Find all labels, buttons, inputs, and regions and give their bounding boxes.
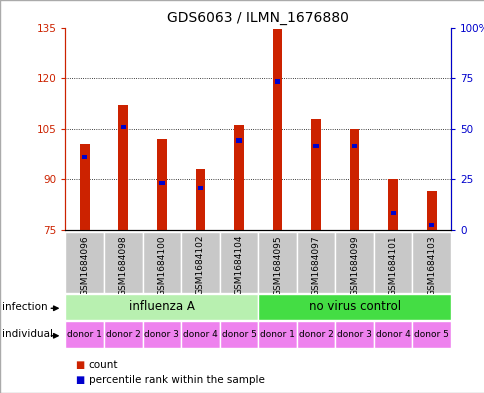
Text: donor 2: donor 2 [106,330,140,339]
Bar [236,138,241,143]
Text: donor 1: donor 1 [67,330,102,339]
Bar [65,294,257,320]
Text: donor 4: donor 4 [375,330,410,339]
Bar [296,232,335,293]
Bar [272,29,282,230]
Bar [313,143,318,148]
Bar [334,321,373,348]
Bar [159,181,164,185]
Bar [181,321,219,348]
Text: donor 5: donor 5 [413,330,448,339]
Bar [65,321,104,348]
Text: ■: ■ [75,375,84,386]
Bar [197,186,203,190]
Text: GSM1684102: GSM1684102 [196,235,205,296]
Bar [181,232,219,293]
Text: ■: ■ [75,360,84,370]
Bar [142,321,181,348]
Bar [219,321,257,348]
Bar [373,232,411,293]
Bar [104,232,142,293]
Bar [118,105,128,230]
Bar [428,223,434,227]
Text: no virus control: no virus control [308,300,400,314]
Text: GSM1684098: GSM1684098 [119,235,128,296]
Text: GSM1684095: GSM1684095 [272,235,282,296]
Bar [195,169,205,230]
Bar [426,191,436,230]
Bar [104,321,142,348]
Text: influenza A: influenza A [129,300,195,314]
Bar [411,232,450,293]
Text: GSM1684104: GSM1684104 [234,235,243,296]
Bar [257,294,450,320]
Text: GSM1684096: GSM1684096 [80,235,89,296]
Bar [351,143,357,148]
Text: donor 4: donor 4 [182,330,217,339]
Bar [65,232,104,293]
Bar [388,179,397,230]
Bar [142,232,181,293]
Bar [157,139,166,230]
Text: donor 3: donor 3 [336,330,371,339]
Text: donor 5: donor 5 [221,330,256,339]
Bar [257,232,296,293]
Bar [334,232,373,293]
Bar [82,155,87,160]
Title: GDS6063 / ILMN_1676880: GDS6063 / ILMN_1676880 [167,11,348,25]
Text: donor 1: donor 1 [259,330,294,339]
Text: donor 2: donor 2 [298,330,333,339]
Bar [234,125,243,230]
Text: GSM1684100: GSM1684100 [157,235,166,296]
Bar [274,79,280,83]
Bar [349,129,359,230]
Text: individual: individual [2,329,53,340]
Text: GSM1684097: GSM1684097 [311,235,320,296]
Text: infection: infection [2,302,48,312]
Bar [219,232,257,293]
Text: percentile rank within the sample: percentile rank within the sample [89,375,264,386]
Bar [80,144,90,230]
Text: GSM1684099: GSM1684099 [349,235,359,296]
Bar [311,119,320,230]
Bar [411,321,450,348]
Bar [390,211,395,215]
Bar [296,321,335,348]
Bar [257,321,296,348]
Text: donor 3: donor 3 [144,330,179,339]
Bar [373,321,411,348]
Text: GSM1684103: GSM1684103 [426,235,436,296]
Text: count: count [89,360,118,370]
Bar [121,125,126,129]
Text: GSM1684101: GSM1684101 [388,235,397,296]
